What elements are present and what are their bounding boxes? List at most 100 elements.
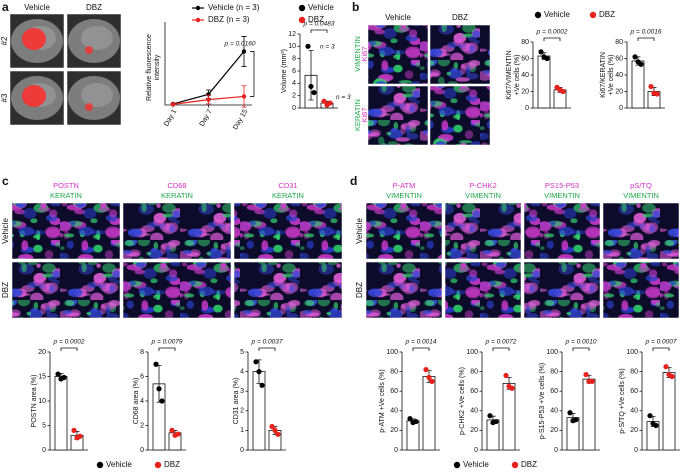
y-tick-label: 60 — [470, 388, 478, 395]
micrograph — [367, 85, 429, 146]
column-header: pS/TQ — [630, 181, 652, 190]
point — [663, 364, 669, 370]
y-tick-label: 80 — [630, 368, 638, 375]
legend-label: DBZ — [599, 10, 615, 19]
column-header: Vehicle — [385, 13, 411, 22]
column-header: VIMENTIN — [465, 191, 501, 200]
micrograph — [11, 202, 121, 260]
micrograph — [367, 24, 429, 85]
legend-marker — [298, 4, 306, 12]
y-tick-label: 12 — [288, 31, 296, 38]
stain-label: Ki67 — [360, 107, 369, 122]
column-header: VIMENTIN — [386, 191, 422, 200]
panel-label: a — [2, 0, 9, 14]
point — [654, 91, 660, 97]
micrograph — [11, 261, 121, 319]
y-tick-label: 80 — [521, 39, 529, 46]
y-tick-label: 80 — [470, 368, 478, 375]
micrograph — [365, 261, 443, 319]
p-value: p = 0.0079 — [151, 339, 183, 346]
point — [71, 427, 77, 433]
point — [305, 43, 311, 49]
point — [77, 433, 83, 439]
point — [159, 398, 165, 404]
point — [170, 102, 176, 107]
y-tick-label: 40 — [390, 408, 398, 415]
tumor-signal — [85, 103, 93, 111]
y-tick-label: 3 — [240, 388, 244, 395]
y-tick-label: 0 — [240, 447, 244, 454]
micrograph — [444, 202, 522, 260]
micrograph — [444, 261, 522, 319]
bar — [502, 382, 516, 451]
micrograph — [233, 202, 343, 260]
micrograph — [602, 261, 680, 319]
y-tick-label: 100 — [386, 349, 398, 356]
stain-label: Ki67 — [360, 46, 369, 61]
point — [61, 374, 67, 381]
p-value: p = 0.0002 — [53, 339, 85, 346]
point — [413, 418, 419, 425]
x-tick-label: Day 1 — [163, 108, 178, 127]
column-header: CD68 — [167, 181, 186, 190]
y-axis-label: p-CHK2 +Ve cells (%) — [459, 367, 466, 435]
stain-label: KERATIN — [353, 99, 362, 131]
legend-label: DBZ (n = 3) — [208, 15, 250, 24]
column-header: DBZ — [86, 3, 102, 12]
significance-bracket — [492, 347, 510, 351]
bar — [54, 376, 68, 451]
column-header: POSTN — [53, 181, 79, 190]
point — [407, 416, 413, 422]
y-tick-label: 20 — [390, 427, 398, 434]
micrograph — [233, 261, 343, 319]
significance-bracket — [637, 37, 655, 41]
row-label: Vehicle — [1, 218, 10, 244]
y-axis-label: Volume (mm³) — [281, 49, 288, 93]
y-tick-label: 80 — [550, 368, 558, 375]
y-axis-label: Relative fluorescence — [146, 34, 153, 101]
point — [567, 410, 573, 416]
micrograph — [602, 202, 680, 260]
y-tick-label: 0 — [42, 447, 46, 454]
y-tick-label: 10 — [288, 43, 296, 50]
significance-bracket — [310, 29, 328, 33]
y-tick-label: 2 — [240, 408, 244, 415]
legend-label: Vehicle — [308, 3, 334, 12]
significance-bracket — [412, 347, 430, 351]
y-tick-label: 6 — [140, 373, 144, 380]
y-tick-label: 0 — [554, 447, 558, 454]
significance-bracket — [158, 347, 176, 351]
point — [648, 83, 654, 90]
y-axis-label: POSTN area (%) — [31, 375, 38, 428]
y-tick-label: 20 — [615, 88, 623, 95]
point — [175, 431, 181, 437]
y-tick-label: 40 — [521, 72, 529, 79]
y-tick-label: 60 — [521, 55, 529, 62]
point — [589, 378, 595, 384]
y-tick-label: 0 — [140, 447, 144, 454]
point — [429, 378, 435, 384]
y-tick-label: 20 — [521, 88, 529, 95]
micrograph — [429, 85, 491, 146]
p-value: p = 0.0037 — [251, 339, 283, 346]
y-tick-label: 8 — [140, 349, 144, 356]
bar — [582, 378, 596, 451]
y-axis-label: CD68 area (%) — [133, 378, 140, 425]
p-value: p = 0.0016 — [630, 29, 662, 36]
bar — [631, 60, 645, 109]
x-tick-label: Day 7 — [199, 108, 214, 127]
micrograph — [429, 24, 491, 85]
row-label: #2 — [0, 36, 9, 45]
point — [426, 374, 432, 381]
point — [272, 427, 278, 433]
point — [321, 98, 327, 104]
legend-label: Vehicle (n = 3) — [208, 3, 260, 12]
legend-label: DBZ — [308, 15, 324, 24]
bar — [422, 376, 436, 451]
column-header: Vehicle — [24, 3, 50, 12]
point — [573, 417, 579, 423]
legend-label: Vehicle — [463, 460, 489, 469]
column-header: CD31 — [278, 181, 297, 190]
micrograph — [523, 261, 601, 319]
